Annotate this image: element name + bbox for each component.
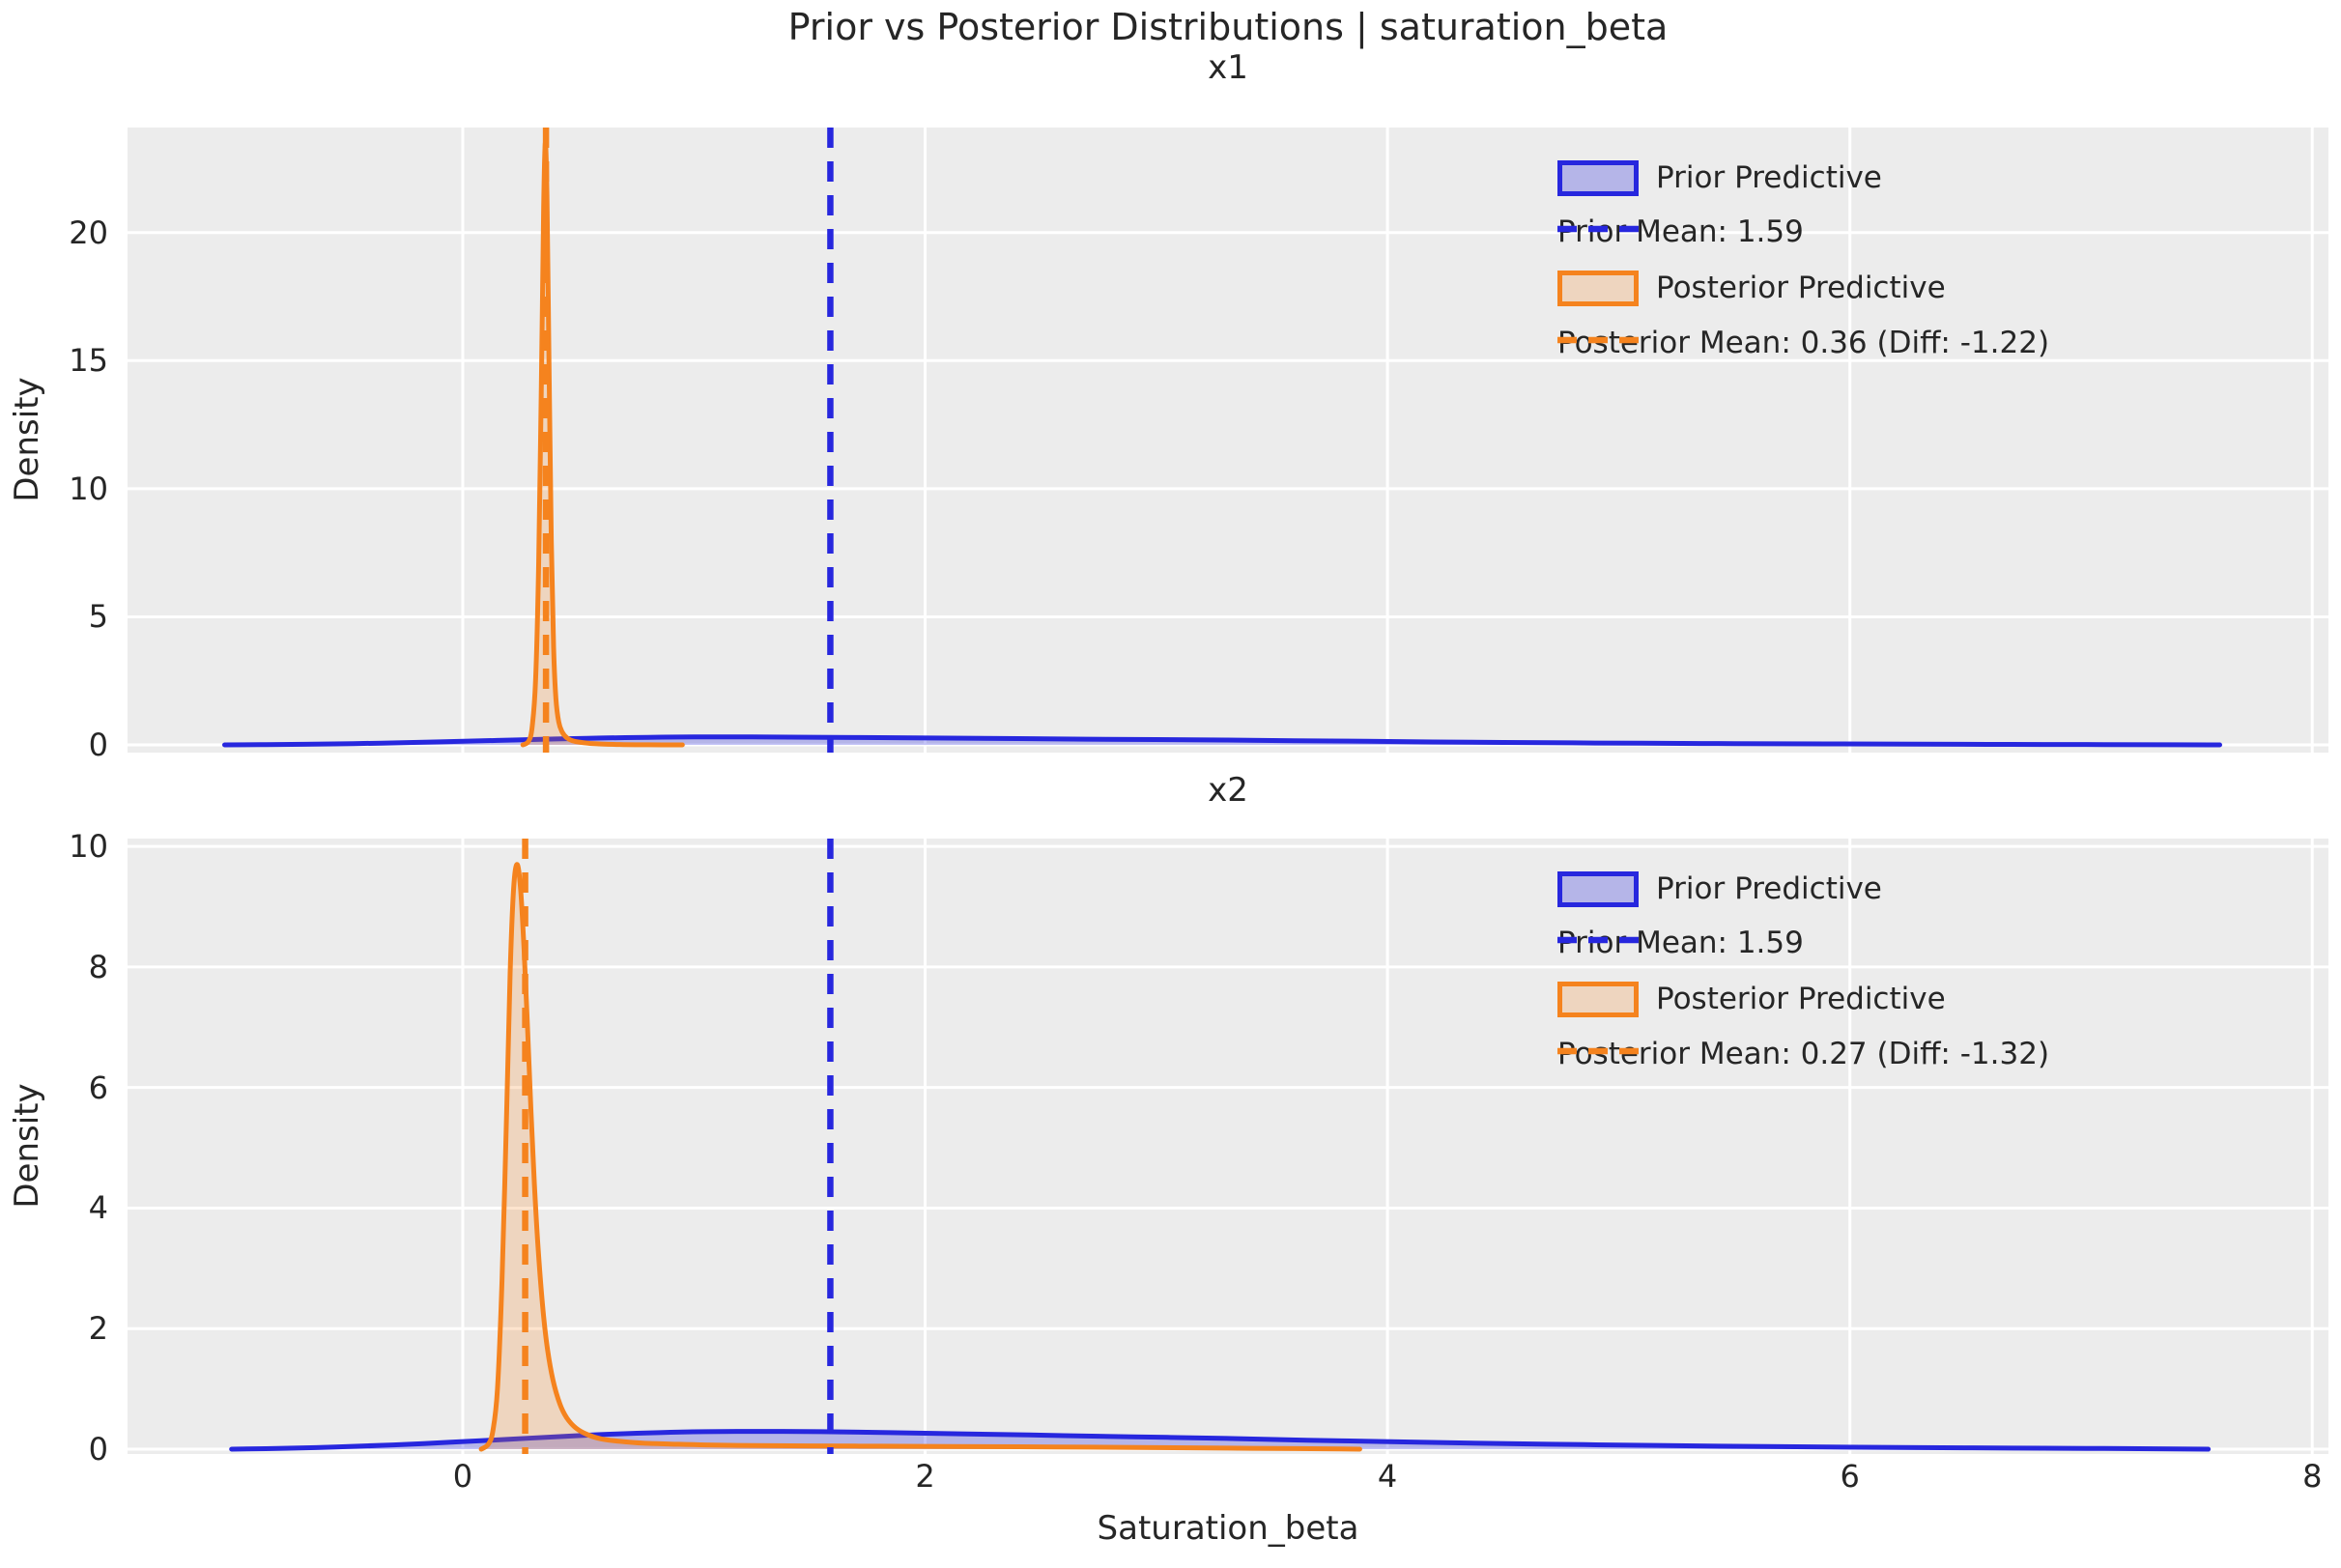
prior-predictive-curve-x1 (222, 734, 2222, 748)
subplot-title-x1: x1 (1208, 48, 1248, 87)
y-axis-label-x1: Density (8, 377, 46, 502)
posterior-dashed-line-icon (1557, 1047, 1639, 1055)
legend-label: Prior Predictive (1656, 871, 1882, 906)
posterior-dashed-line-icon (1557, 336, 1639, 344)
prior-dashed-line-icon (1557, 225, 1639, 233)
legend-label: Posterior Mean: 0.36 (Diff: -1.22) (1557, 326, 2050, 360)
y-tick-10-x2: 10 (69, 828, 108, 866)
y-tick-10-x1: 10 (69, 470, 108, 507)
figure-title: Prior vs Posterior Distributions | satur… (787, 6, 1669, 48)
y-axis-label-x2: Density (8, 1083, 46, 1209)
axes-background-x1 (128, 128, 2328, 753)
legend-row-x1-3: Posterior Mean: 0.36 (Diff: -1.22) (1557, 322, 2049, 364)
legend-row-x2-3: Posterior Mean: 0.27 (Diff: -1.32) (1557, 1033, 2049, 1075)
legend-label: Posterior Mean: 0.27 (Diff: -1.32) (1557, 1037, 2050, 1071)
prior-patch-icon (1557, 870, 1639, 907)
prior-dashed-line-icon (1557, 936, 1639, 944)
posterior-predictive-area-x1 (523, 142, 683, 746)
legend-label: Posterior Predictive (1656, 982, 1946, 1016)
legend-row-x2-2: Posterior Predictive (1557, 978, 1946, 1020)
axes-background-x2 (128, 839, 2328, 1454)
legend-row-x1-1: Prior Mean: 1.59 (1557, 211, 1804, 253)
y-tick-0-x1: 0 (88, 727, 108, 764)
x-tick-6: 6 (1840, 1458, 1860, 1495)
legend-row-x2-0: Prior Predictive (1557, 868, 1882, 910)
x-tick-0: 0 (452, 1458, 473, 1495)
posterior-patch-icon (1557, 981, 1639, 1017)
y-tick-6-x2: 6 (88, 1069, 108, 1106)
y-tick-20-x1: 20 (69, 214, 108, 251)
x-axis-label: Saturation_beta (1097, 1509, 1359, 1548)
posterior-patch-icon (1557, 270, 1639, 306)
legend-row-x2-1: Prior Mean: 1.59 (1557, 922, 1804, 964)
prior-predictive-curve-x2 (229, 1429, 2212, 1452)
subplot-title-x2: x2 (1208, 771, 1248, 810)
y-tick-0-x2: 0 (88, 1431, 108, 1468)
posterior-predictive-curve-x1 (520, 140, 685, 748)
y-tick-5-x1: 5 (88, 598, 108, 636)
legend-row-x1-0: Prior Predictive (1557, 157, 1882, 199)
legend-label: Prior Predictive (1656, 160, 1882, 195)
y-tick-8-x2: 8 (88, 948, 108, 985)
legend-label: Posterior Predictive (1656, 271, 1946, 305)
posterior-predictive-curve-x2 (478, 862, 1362, 1452)
y-tick-4-x2: 4 (88, 1189, 108, 1227)
y-tick-15-x1: 15 (69, 342, 108, 380)
x-tick-8: 8 (2302, 1458, 2323, 1495)
x-tick-2: 2 (915, 1458, 935, 1495)
x-tick-4: 4 (1377, 1458, 1398, 1495)
y-tick-2-x2: 2 (88, 1310, 108, 1348)
legend-row-x1-2: Posterior Predictive (1557, 267, 1946, 309)
prior-patch-icon (1557, 159, 1639, 196)
